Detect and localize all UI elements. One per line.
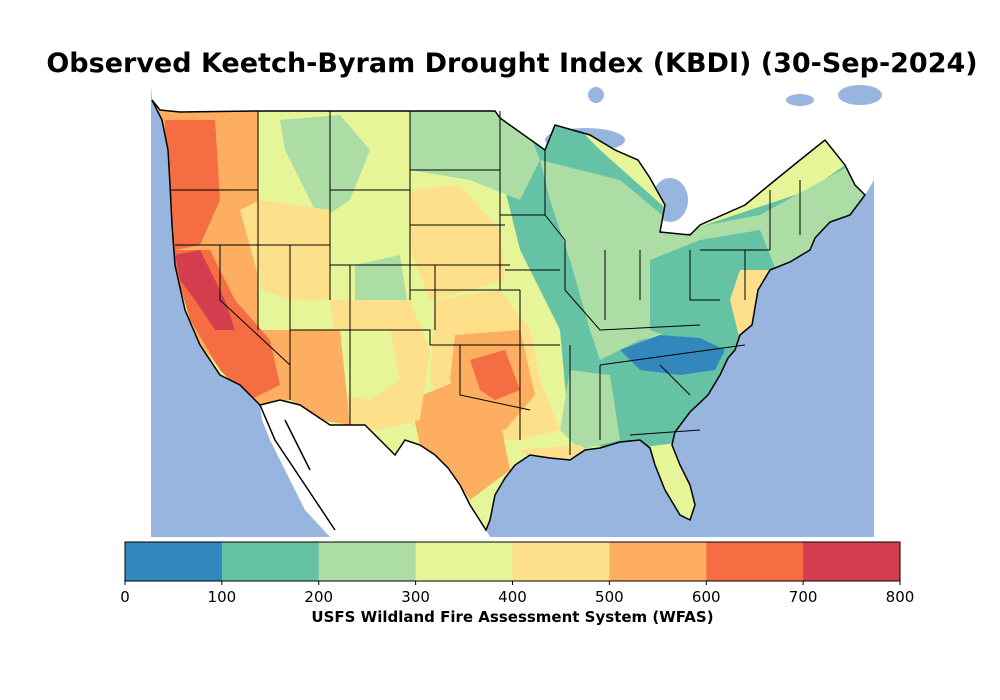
colorbar-bin-400-500 <box>512 542 610 581</box>
colorbar-bin-200-300 <box>318 542 417 581</box>
colorbar-tick-label: 200 <box>304 588 334 606</box>
colorbar-tick-label: 800 <box>885 588 915 606</box>
colorbar-frame <box>124 541 901 582</box>
colorbar-label: USFS Wildland Fire Assessment System (WF… <box>311 608 714 626</box>
colorbar <box>124 542 901 585</box>
colorbar-tick-label: 400 <box>498 588 527 606</box>
canada-land <box>151 85 874 235</box>
colorbar-bin-500-600 <box>609 542 707 581</box>
map-title: Observed Keetch-Byram Drought Index (KBD… <box>46 48 978 79</box>
colorbar-tick-label: 500 <box>595 588 624 606</box>
colorbar-tick-label: 600 <box>691 588 721 606</box>
colorbar-bin-300-400 <box>415 542 513 581</box>
baja-coast <box>259 404 336 531</box>
colorbar-bin-100-200 <box>221 542 320 581</box>
colorbar-bin-0-100 <box>125 542 223 581</box>
colorbar-tick-label: 100 <box>207 588 237 606</box>
us-outline <box>151 99 866 532</box>
colorbar-tick-label: 0 <box>120 588 130 606</box>
colorbar-tick-label: 700 <box>788 588 818 606</box>
colorbar-bin-700-800 <box>803 542 901 581</box>
colorbar-tick-label: 300 <box>401 588 430 606</box>
state-boundaries <box>170 111 801 455</box>
colorbar-bin-600-700 <box>706 542 804 581</box>
